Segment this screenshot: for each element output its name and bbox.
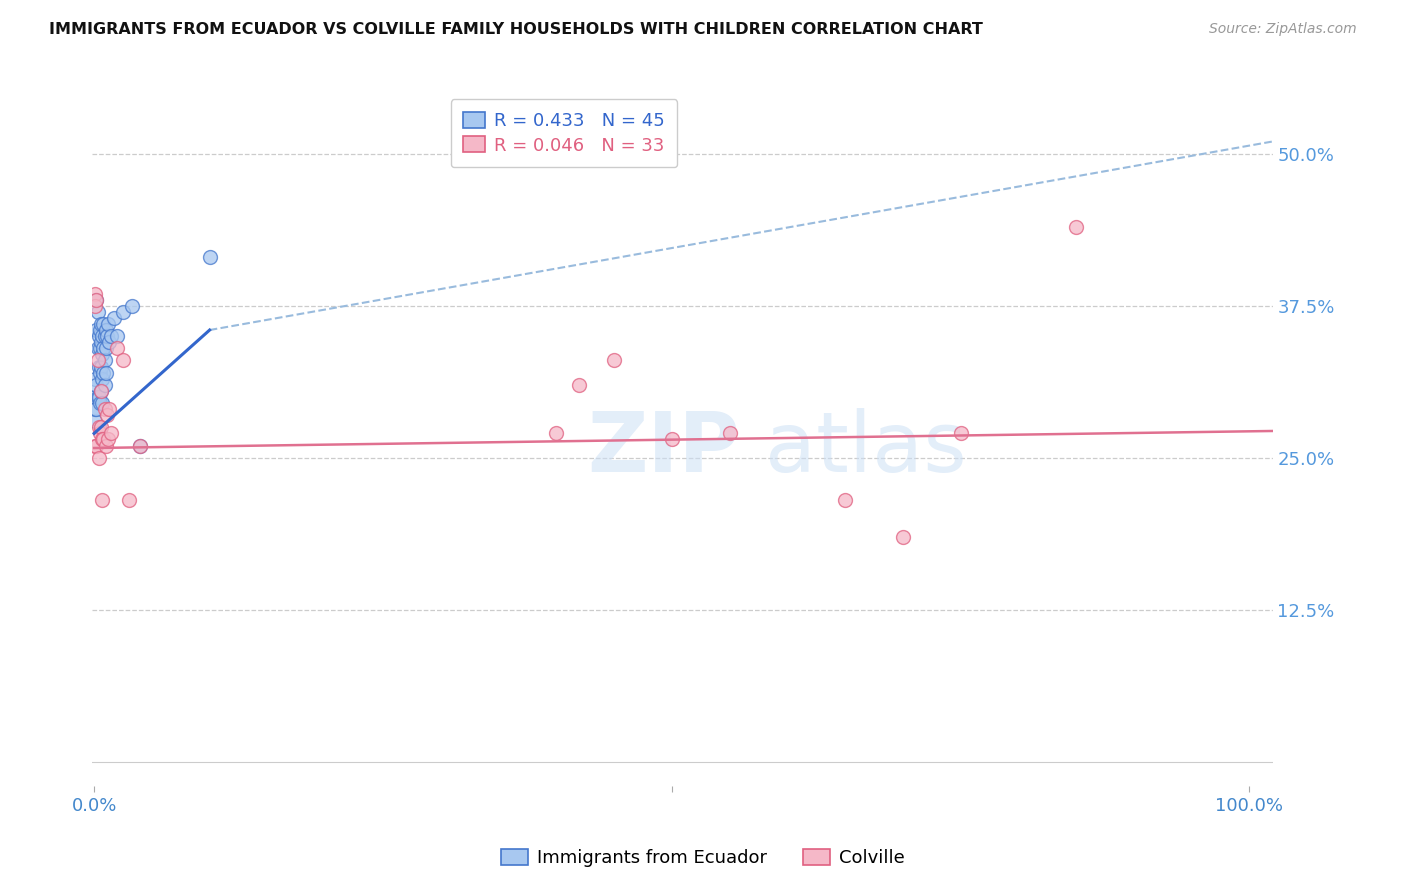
Point [89, 341, 111, 355]
Point [94, 341, 117, 355]
Point [97, 433, 120, 447]
Point [91, 372, 114, 386]
Point [91, 493, 114, 508]
Point [84, 286, 107, 301]
Point [105, 341, 128, 355]
Point [1064, 219, 1087, 234]
Point [86, 293, 108, 307]
Point [198, 250, 221, 264]
Point [86, 353, 108, 368]
Point [103, 310, 125, 325]
Point [603, 353, 626, 368]
Point [84, 299, 107, 313]
Point [100, 426, 122, 441]
Point [118, 493, 141, 508]
Point [86, 341, 108, 355]
Point [91, 329, 114, 343]
Point [90, 384, 112, 398]
Point [93, 353, 115, 368]
Point [546, 426, 568, 441]
Point [111, 353, 134, 368]
Point [90, 420, 112, 434]
Point [89, 323, 111, 337]
Point [86, 323, 108, 337]
Point [96, 408, 118, 422]
Point [86, 402, 108, 417]
Point [568, 377, 591, 392]
Point [93, 377, 115, 392]
Point [87, 359, 110, 374]
Point [86, 293, 108, 307]
Point [84, 372, 107, 386]
Point [129, 439, 152, 453]
Point [111, 305, 134, 319]
Point [87, 450, 110, 465]
Point [98, 402, 121, 417]
Point [84, 414, 107, 428]
Point [84, 390, 107, 404]
Point [90, 335, 112, 350]
Point [89, 426, 111, 441]
Point [891, 530, 914, 544]
Point [97, 317, 120, 331]
Point [105, 329, 128, 343]
Point [86, 390, 108, 404]
Text: atlas: atlas [765, 409, 966, 490]
Point [94, 439, 117, 453]
Point [90, 317, 112, 331]
Point [93, 402, 115, 417]
Point [100, 329, 122, 343]
Point [94, 323, 117, 337]
Point [661, 433, 683, 447]
Point [84, 439, 107, 453]
Point [86, 377, 108, 392]
Point [89, 366, 111, 380]
Point [91, 347, 114, 361]
Point [93, 317, 115, 331]
Point [86, 439, 108, 453]
Point [93, 366, 115, 380]
Legend: R = 0.433   N = 45, R = 0.046   N = 33: R = 0.433 N = 45, R = 0.046 N = 33 [451, 99, 678, 167]
Text: Source: ZipAtlas.com: Source: ZipAtlas.com [1209, 22, 1357, 37]
Point [93, 433, 115, 447]
Point [98, 335, 121, 350]
Text: ZIP: ZIP [588, 409, 740, 490]
Point [84, 402, 107, 417]
Point [87, 420, 110, 434]
Point [718, 426, 741, 441]
Point [129, 439, 152, 453]
Text: IMMIGRANTS FROM ECUADOR VS COLVILLE FAMILY HOUSEHOLDS WITH CHILDREN CORRELATION : IMMIGRANTS FROM ECUADOR VS COLVILLE FAMI… [49, 22, 983, 37]
Point [834, 493, 856, 508]
Legend: Immigrants from Ecuador, Colville: Immigrants from Ecuador, Colville [494, 841, 912, 874]
Point [949, 426, 972, 441]
Point [93, 329, 115, 343]
Point [96, 329, 118, 343]
Point [90, 359, 112, 374]
Point [94, 366, 117, 380]
Point [89, 396, 111, 410]
Point [87, 329, 110, 343]
Point [87, 390, 110, 404]
Point [91, 396, 114, 410]
Point [91, 433, 114, 447]
Point [93, 341, 115, 355]
Point [86, 305, 108, 319]
Point [121, 299, 143, 313]
Point [90, 384, 112, 398]
